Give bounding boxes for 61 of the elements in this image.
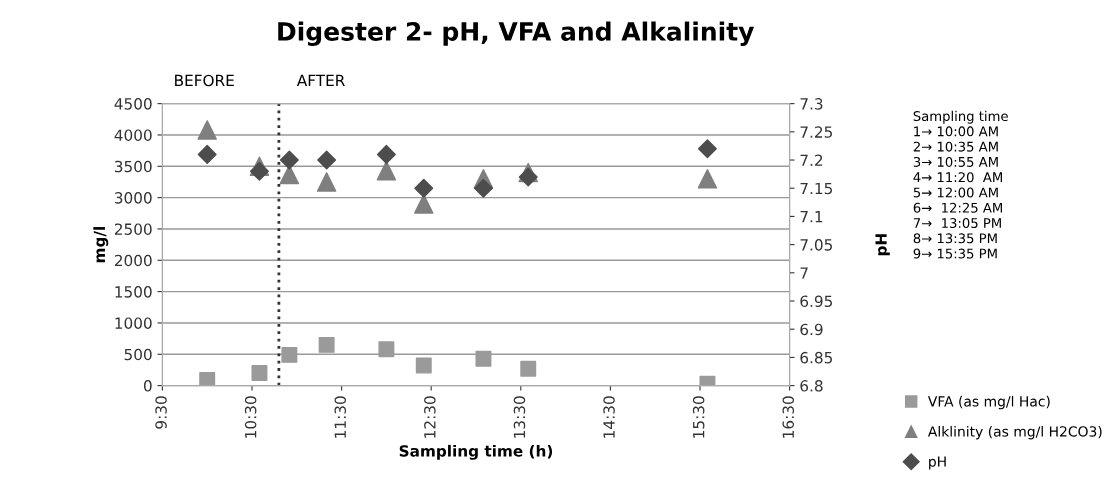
x-tick-label: 13:30	[513, 396, 526, 438]
y2-tick-label: 7.1	[800, 211, 823, 223]
point	[318, 336, 335, 353]
point	[251, 365, 268, 382]
y2-tick-label: 6.85	[800, 351, 833, 364]
legend-label: Alklinity (as mg/l H2CO3)	[927, 425, 1102, 440]
point	[518, 167, 538, 187]
y2-tick-label: 6.95	[800, 295, 833, 308]
text: BEFORE	[175, 74, 234, 87]
point	[376, 144, 396, 164]
point	[697, 139, 717, 159]
point	[414, 178, 434, 198]
legend-label: pH	[929, 456, 946, 470]
legend-label: VFA (as mg/l Hac)	[927, 395, 1050, 410]
x-axis-title: Sampling time (h)	[399, 444, 553, 460]
y-tick-label: 3000	[114, 192, 152, 204]
y2-tick-label: 7.15	[800, 182, 833, 195]
point	[279, 150, 299, 170]
y2-axis-title: pH	[875, 234, 890, 256]
y2-tick-label: 7	[800, 267, 808, 279]
point	[475, 350, 492, 367]
point	[317, 150, 337, 170]
y-tick-label: 0	[143, 380, 152, 392]
y-tick-label: 1000	[115, 317, 152, 329]
point	[520, 360, 537, 377]
y2-tick-label: 7.2	[800, 154, 823, 166]
y-tick-label: 1500	[115, 286, 152, 298]
point	[316, 172, 337, 192]
y2-tick-label: 6.9	[800, 323, 823, 336]
x-tick-label: 10:30	[244, 396, 257, 438]
point	[249, 161, 269, 181]
point	[199, 371, 216, 386]
point	[414, 194, 434, 214]
y2-tick-label: 7.05	[800, 239, 833, 251]
x-tick-label: 14:30	[603, 396, 615, 438]
y2-tick-label: 7.25	[800, 126, 833, 138]
point	[376, 160, 397, 181]
y2-tick-label: 6.8	[800, 380, 823, 392]
y-tick-label: 4000	[114, 129, 152, 141]
point	[473, 178, 493, 198]
text: Sampling time 1→ 10:00 AM 2→ 10:35 AM 3→ 10:55 AM 4→ 11:20 AM 5→ 12:00 AM 6→ 12:25 AM 7→ 13:05 PM 8→ 13:35 PM 9→ 15:35 PM	[913, 110, 1008, 259]
chart-title: Digester 2- pH, VFA and Alkalinity	[278, 21, 755, 46]
point	[197, 120, 217, 140]
x-tick-label: 15:30	[692, 396, 705, 438]
y-axis-title: mg/l	[93, 227, 109, 263]
x-tick-label: 12:30	[424, 396, 436, 438]
point	[378, 341, 395, 358]
point	[697, 169, 718, 189]
point	[415, 357, 432, 374]
y-tick-label: 2000	[114, 254, 152, 267]
y-tick-label: 4500	[114, 98, 152, 110]
y-tick-label: 500	[124, 348, 152, 361]
point	[197, 144, 217, 164]
y-tick-label: 2500	[114, 223, 152, 235]
x-tick-label: 9:30	[155, 396, 167, 429]
x-tick-label: 11:30	[334, 396, 347, 438]
y2-tick-label: 7.3	[800, 98, 823, 110]
point	[281, 346, 298, 363]
text: AFTER	[296, 74, 345, 86]
x-tick-label: 16:30	[782, 396, 795, 438]
y-tick-label: 3500	[114, 160, 152, 173]
